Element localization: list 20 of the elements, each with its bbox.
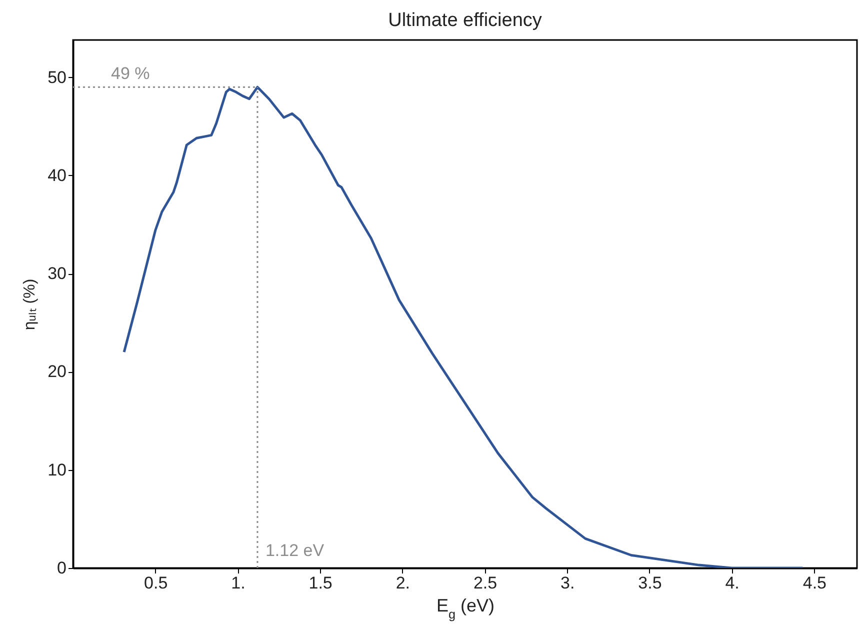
y-tick-label: 50 [48,68,66,87]
y-tick-label: 30 [48,264,66,284]
x-tick-label: 2. [396,574,410,592]
x-axis-title: E$_{g}$ (eV) [436,596,495,622]
ref-line-label: 49 % [111,64,150,84]
y-tick-label: 20 [48,362,66,382]
ref-line-label: 1.12 eV [265,541,325,560]
x-tick-label: 1.5 [308,574,332,592]
x-tick-label: 3. [560,574,575,592]
x-tick-label: 4. [725,574,740,592]
x-tick-label: 2.5 [473,574,498,592]
x-tick-label: 0.5 [144,574,168,592]
x-tick-label: 3.5 [638,574,662,592]
y-tick-label: 0 [57,558,66,578]
x-tick-label: 1. [231,574,246,592]
y-tick-label: 40 [48,166,66,185]
y-tick-label: 10 [48,460,66,480]
chart-title: Ultimate efficiency [388,10,542,31]
y-axis-title: ηᵤₗₜ (%) [22,278,39,330]
x-tick-label: 4.5 [802,574,826,592]
